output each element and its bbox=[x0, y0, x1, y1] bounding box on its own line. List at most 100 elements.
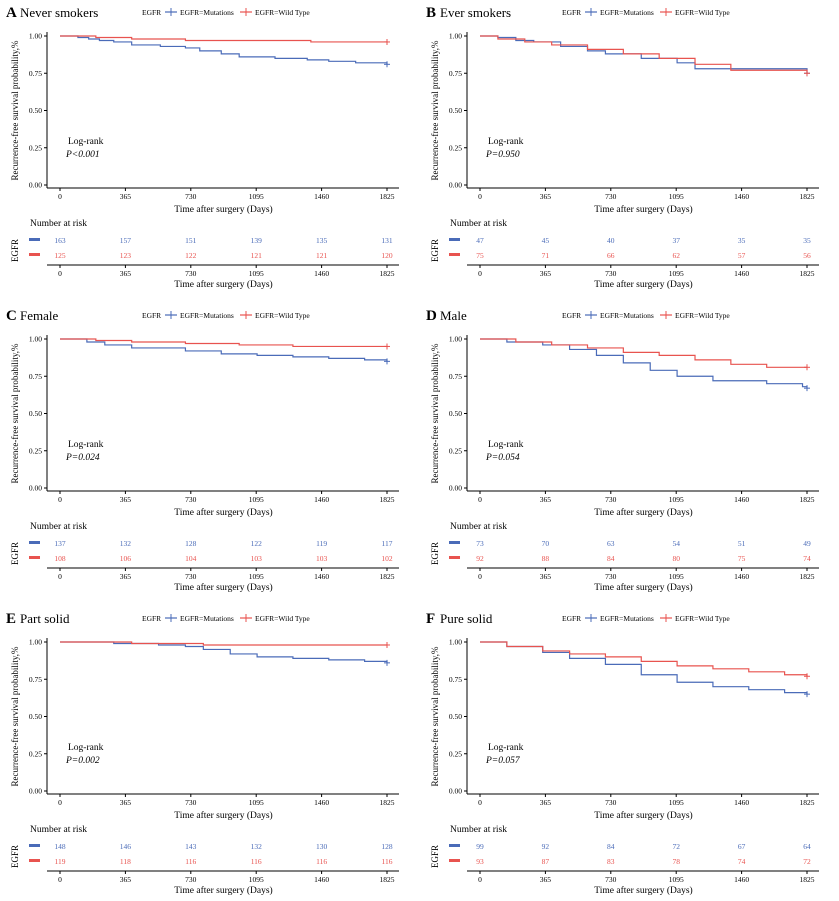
risk-value-wildtype: 116 bbox=[251, 857, 262, 866]
risk-x-tick-label: 0 bbox=[58, 875, 62, 884]
risk-value-mutations: 84 bbox=[607, 842, 615, 851]
y-axis-label: Recurrence-free survival probability,% bbox=[430, 40, 440, 181]
risk-row-swatch-wildtype bbox=[449, 859, 460, 862]
panel-letter: F bbox=[426, 611, 435, 627]
x-tick-label: 0 bbox=[58, 192, 62, 201]
risk-table-ylabel: EGFR bbox=[10, 542, 20, 565]
risk-value-mutations: 40 bbox=[607, 236, 615, 245]
risk-x-tick-label: 1460 bbox=[734, 572, 749, 581]
panel-letter: A bbox=[6, 5, 17, 21]
y-tick-label: 0.25 bbox=[29, 446, 42, 455]
risk-value-mutations: 54 bbox=[672, 539, 680, 548]
x-tick-label: 365 bbox=[120, 495, 132, 504]
x-tick-label: 1095 bbox=[669, 192, 684, 201]
x-axis-label: Time after surgery (Days) bbox=[594, 507, 692, 518]
risk-x-tick-label: 365 bbox=[120, 572, 132, 581]
risk-value-mutations: 67 bbox=[738, 842, 746, 851]
x-tick-label: 730 bbox=[605, 192, 617, 201]
km-curve-wildtype bbox=[480, 338, 807, 368]
risk-x-tick-label: 0 bbox=[58, 572, 62, 581]
x-tick-label: 1460 bbox=[314, 192, 329, 201]
panel-title: Part solid bbox=[20, 611, 70, 626]
risk-row-swatch-mutations bbox=[449, 238, 460, 241]
y-tick-label: 0.25 bbox=[449, 143, 462, 152]
risk-x-tick-label: 1460 bbox=[734, 875, 749, 884]
legend-label-mutations: EGFR=Mutations bbox=[180, 614, 234, 623]
risk-x-axis-label: Time after surgery (Days) bbox=[174, 885, 272, 896]
risk-value-wildtype: 121 bbox=[316, 251, 328, 260]
risk-value-mutations: 157 bbox=[120, 236, 132, 245]
x-tick-label: 1825 bbox=[800, 192, 815, 201]
logrank-label: Log-rank bbox=[488, 743, 524, 753]
legend-label-wildtype: EGFR=Wild Type bbox=[255, 311, 310, 320]
risk-x-axis-label: Time after surgery (Days) bbox=[594, 885, 692, 896]
risk-table-ylabel: EGFR bbox=[430, 845, 440, 868]
x-tick-label: 1095 bbox=[669, 495, 684, 504]
x-axis-label: Time after surgery (Days) bbox=[594, 810, 692, 821]
x-tick-label: 365 bbox=[540, 798, 552, 807]
risk-x-tick-label: 1095 bbox=[249, 269, 264, 278]
x-axis-label: Time after surgery (Days) bbox=[174, 810, 272, 821]
risk-value-mutations: 92 bbox=[542, 842, 550, 851]
km-curve-mutations bbox=[480, 641, 808, 695]
risk-table-title: Number at risk bbox=[30, 219, 87, 229]
y-tick-label: 0.75 bbox=[449, 372, 462, 381]
x-tick-label: 1825 bbox=[380, 798, 395, 807]
risk-value-mutations: 128 bbox=[185, 539, 197, 548]
x-tick-label: 1825 bbox=[800, 798, 815, 807]
x-tick-label: 730 bbox=[185, 192, 197, 201]
p-value-text: P=0.054 bbox=[485, 453, 520, 463]
risk-table-title: Number at risk bbox=[450, 522, 507, 532]
legend-label-wildtype: EGFR=Wild Type bbox=[675, 614, 730, 623]
y-tick-label: 0.50 bbox=[29, 409, 42, 418]
y-tick-label: 0.75 bbox=[29, 675, 42, 684]
km-curve-wildtype bbox=[60, 641, 387, 646]
risk-value-mutations: 148 bbox=[54, 842, 66, 851]
legend-title: EGFR bbox=[142, 614, 161, 623]
x-tick-label: 0 bbox=[478, 495, 482, 504]
x-tick-label: 1460 bbox=[734, 495, 749, 504]
risk-x-tick-label: 1825 bbox=[380, 875, 395, 884]
risk-row-swatch-mutations bbox=[29, 541, 40, 544]
risk-value-mutations: 72 bbox=[672, 842, 680, 851]
risk-value-wildtype: 74 bbox=[738, 857, 746, 866]
panel-letter: B bbox=[426, 5, 436, 21]
risk-value-mutations: 132 bbox=[251, 842, 263, 851]
legend-label-wildtype: EGFR=Wild Type bbox=[255, 8, 310, 17]
risk-value-mutations: 130 bbox=[316, 842, 328, 851]
legend-label-wildtype: EGFR=Wild Type bbox=[675, 8, 730, 17]
y-tick-label: 1.00 bbox=[29, 32, 42, 41]
x-tick-label: 1095 bbox=[249, 798, 264, 807]
panel-b: B Ever smokers EGFR EGFR=Mutations EGFR=Wild… bbox=[426, 5, 819, 290]
y-tick-label: 0.00 bbox=[449, 787, 462, 796]
risk-value-wildtype: 78 bbox=[672, 857, 680, 866]
panel-title: Never smokers bbox=[20, 5, 98, 20]
legend-label-mutations: EGFR=Mutations bbox=[180, 311, 234, 320]
risk-value-mutations: 151 bbox=[185, 236, 197, 245]
x-tick-label: 365 bbox=[120, 798, 132, 807]
legend-label-wildtype: EGFR=Wild Type bbox=[675, 311, 730, 320]
risk-x-tick-label: 1095 bbox=[249, 875, 264, 884]
risk-value-wildtype: 84 bbox=[607, 554, 615, 563]
y-tick-label: 0.50 bbox=[449, 106, 462, 115]
risk-value-mutations: 47 bbox=[476, 236, 484, 245]
risk-value-wildtype: 80 bbox=[672, 554, 680, 563]
x-tick-label: 365 bbox=[540, 192, 552, 201]
risk-value-mutations: 128 bbox=[381, 842, 393, 851]
y-tick-label: 1.00 bbox=[29, 335, 42, 344]
risk-x-axis-label: Time after surgery (Days) bbox=[594, 279, 692, 290]
y-tick-label: 0.75 bbox=[29, 372, 42, 381]
risk-x-axis-label: Time after surgery (Days) bbox=[594, 582, 692, 593]
y-tick-label: 0.75 bbox=[449, 69, 462, 78]
panel-title: Ever smokers bbox=[440, 5, 511, 20]
p-value-text: P=0.057 bbox=[485, 756, 521, 766]
risk-row-swatch-mutations bbox=[29, 238, 40, 241]
x-tick-label: 365 bbox=[540, 495, 552, 504]
x-tick-label: 0 bbox=[58, 495, 62, 504]
risk-value-wildtype: 104 bbox=[185, 554, 197, 563]
panel-letter: D bbox=[426, 308, 437, 324]
p-value-text: P<0.001 bbox=[65, 150, 100, 160]
risk-row-swatch-mutations bbox=[449, 541, 460, 544]
x-tick-label: 1095 bbox=[249, 192, 264, 201]
